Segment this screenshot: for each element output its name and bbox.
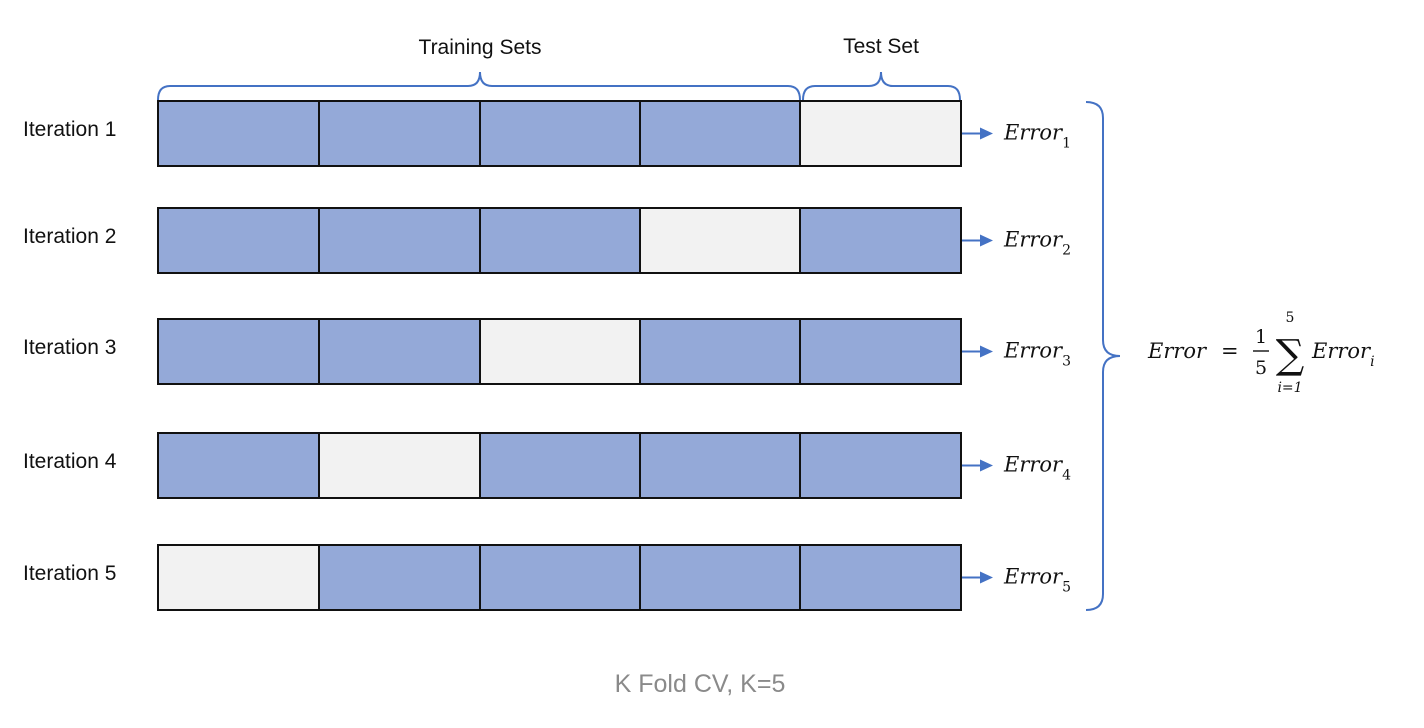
error-subscript: 2 — [1062, 243, 1071, 259]
error-name: Error — [1003, 339, 1064, 363]
training-fold — [479, 432, 641, 499]
test-set-brace — [802, 71, 961, 101]
iteration-label: Iteration 3 — [23, 336, 116, 359]
training-fold — [479, 544, 641, 611]
iteration-label: Iteration 4 — [23, 450, 117, 473]
test-set-label: Test Set — [843, 35, 919, 58]
formula-numerator: 1 — [1255, 326, 1267, 348]
figure-caption: K Fold CV, K=5 — [614, 670, 786, 698]
training-fold — [157, 432, 320, 499]
test-fold — [639, 207, 801, 274]
error-name: Error — [1003, 121, 1064, 145]
error-name: Error — [1003, 565, 1064, 589]
test-fold — [799, 100, 962, 167]
test-fold — [479, 318, 641, 385]
formula-equals: = — [1221, 339, 1239, 363]
error-subscript: 5 — [1062, 580, 1071, 596]
training-fold — [639, 544, 801, 611]
test-fold — [318, 432, 481, 499]
iteration-label: Iteration 2 — [23, 225, 116, 248]
sigma-upper: 5 — [1286, 310, 1295, 326]
error-name: Error — [1003, 228, 1064, 252]
training-fold — [157, 100, 320, 167]
error-label: Error3 — [1003, 339, 1071, 370]
error-label: Error4 — [1003, 453, 1071, 484]
arrow-head-icon — [980, 571, 993, 584]
training-fold — [799, 432, 962, 499]
sigma-symbol: ∑ — [1276, 332, 1305, 378]
training-fold — [799, 207, 962, 274]
arrow-head-icon — [980, 127, 993, 140]
formula-denominator: 5 — [1255, 357, 1267, 379]
error-subscript: 4 — [1062, 468, 1071, 484]
training-fold — [799, 544, 962, 611]
training-fold — [157, 207, 320, 274]
training-fold — [318, 100, 481, 167]
iteration-row: Iteration 2 Error2 — [23, 207, 1071, 274]
iteration-row: Iteration 5 Error5 — [23, 544, 1071, 611]
arrow-head-icon — [980, 234, 993, 247]
iteration-label: Iteration 1 — [23, 118, 116, 141]
formula-term-sub: i — [1370, 354, 1374, 370]
iteration-row: Iteration 1 Error1 — [23, 100, 1071, 167]
training-fold — [318, 207, 481, 274]
summary-brace — [1085, 101, 1121, 611]
formula-term-name: Error — [1311, 339, 1372, 363]
training-fold — [799, 318, 962, 385]
error-subscript: 1 — [1062, 136, 1071, 152]
formula-term: Errori — [1311, 339, 1375, 370]
test-fold — [157, 544, 320, 611]
iteration-row: Iteration 4 Error4 — [23, 432, 1071, 499]
training-sets-label: Training Sets — [419, 36, 542, 59]
training-sets-brace — [157, 71, 801, 101]
training-fold — [479, 100, 641, 167]
formula-lhs: Error — [1147, 339, 1208, 363]
average-error-formula: Error = 1 5 ∑ 5 i=1 Errori — [1147, 310, 1375, 396]
iteration-row: Iteration 3 Error3 — [23, 318, 1071, 385]
training-fold — [639, 318, 801, 385]
training-fold — [318, 544, 481, 611]
training-fold — [479, 207, 641, 274]
training-fold — [157, 318, 320, 385]
training-fold — [318, 318, 481, 385]
error-label: Error2 — [1003, 228, 1071, 259]
training-fold — [639, 432, 801, 499]
arrow-head-icon — [980, 459, 993, 472]
iteration-label: Iteration 5 — [23, 562, 116, 585]
training-fold — [639, 100, 801, 167]
error-label: Error1 — [1003, 121, 1071, 152]
error-label: Error5 — [1003, 565, 1071, 596]
error-name: Error — [1003, 453, 1064, 477]
arrow-head-icon — [980, 345, 993, 358]
sigma-lower: i=1 — [1277, 380, 1302, 396]
error-subscript: 3 — [1062, 354, 1071, 370]
